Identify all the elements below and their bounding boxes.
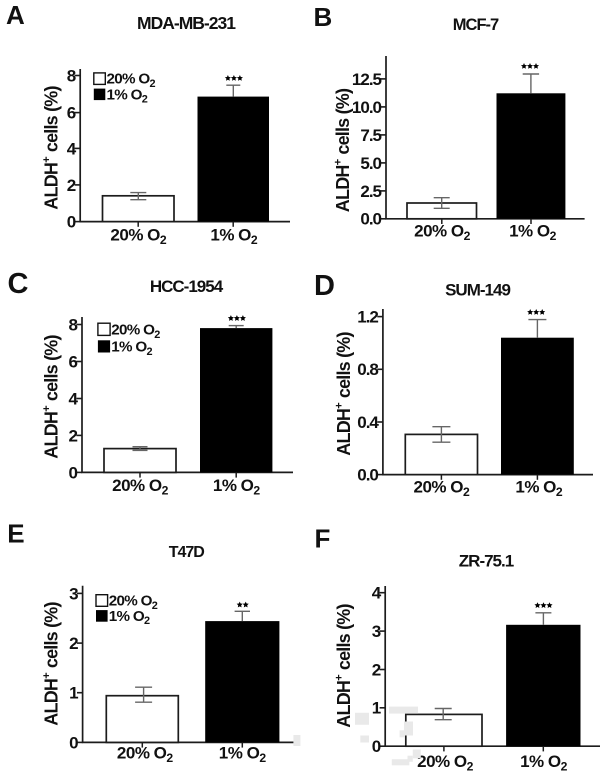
svg-text:C: C: [8, 268, 29, 300]
svg-text:8: 8: [69, 315, 78, 334]
svg-text:2: 2: [69, 426, 78, 445]
svg-text:2: 2: [67, 176, 76, 195]
svg-text:3: 3: [69, 584, 78, 603]
svg-text:F: F: [315, 524, 331, 554]
svg-text:20% O2: 20% O2: [414, 478, 470, 500]
svg-text:0: 0: [372, 737, 381, 756]
svg-text:ALDH+ cells (%): ALDH+ cells (%): [333, 604, 354, 728]
svg-text:20% O2: 20% O2: [110, 225, 166, 247]
svg-text:0.4: 0.4: [357, 413, 379, 432]
svg-text:20% O2: 20% O2: [117, 744, 173, 766]
svg-text:ALDH+ cells (%): ALDH+ cells (%): [332, 88, 353, 212]
svg-text:1% O2: 1% O2: [520, 752, 568, 774]
svg-text:6: 6: [67, 104, 76, 123]
svg-text:ALDH+ cells (%): ALDH+ cells (%): [41, 335, 62, 459]
svg-text:2: 2: [69, 634, 78, 653]
svg-text:5.0: 5.0: [360, 154, 381, 173]
svg-text:1% O2: 1% O2: [509, 222, 557, 244]
svg-text:20% O2: 20% O2: [112, 476, 168, 498]
svg-text:1% O2: 1% O2: [111, 339, 152, 358]
svg-text:MDA-MB-231: MDA-MB-231: [137, 13, 236, 33]
svg-text:0.8: 0.8: [357, 360, 378, 379]
svg-text:1% O2: 1% O2: [515, 478, 563, 500]
svg-text:MCF-7: MCF-7: [453, 16, 499, 34]
svg-text:1% O2: 1% O2: [213, 476, 261, 498]
svg-text:4: 4: [69, 389, 79, 408]
svg-text:20% O2: 20% O2: [111, 322, 160, 341]
svg-text:20% O2: 20% O2: [109, 593, 158, 612]
svg-text:6: 6: [69, 352, 78, 371]
svg-text:E: E: [7, 519, 24, 549]
svg-text:SUM-149: SUM-149: [445, 281, 510, 300]
svg-text:4: 4: [67, 139, 77, 158]
svg-text:20% O2: 20% O2: [414, 222, 470, 244]
svg-text:8: 8: [67, 66, 76, 85]
svg-text:1% O2: 1% O2: [219, 744, 267, 766]
svg-text:0.0: 0.0: [360, 210, 381, 229]
svg-text:1: 1: [372, 699, 381, 718]
svg-text:10.0: 10.0: [352, 98, 382, 117]
svg-text:7.5: 7.5: [360, 126, 381, 145]
svg-text:0: 0: [67, 213, 76, 232]
svg-text:4: 4: [372, 584, 382, 603]
svg-text:A: A: [6, 0, 25, 30]
svg-text:2: 2: [372, 660, 381, 679]
svg-text:20% O2: 20% O2: [107, 71, 156, 90]
svg-text:HCC-1954: HCC-1954: [150, 277, 224, 296]
svg-text:ALDH+ cells (%): ALDH+ cells (%): [333, 332, 354, 456]
svg-text:D: D: [314, 270, 335, 302]
svg-text:ALDH+ cells (%): ALDH+ cells (%): [41, 602, 62, 726]
svg-text:2.5: 2.5: [360, 182, 381, 201]
svg-text:ALDH+ cells (%): ALDH+ cells (%): [41, 86, 62, 210]
svg-text:1% O2: 1% O2: [210, 225, 258, 247]
svg-text:20% O2: 20% O2: [417, 752, 473, 774]
svg-text:1% O2: 1% O2: [109, 608, 150, 627]
svg-text:1% O2: 1% O2: [107, 86, 148, 105]
svg-text:1: 1: [69, 684, 78, 703]
svg-text:1.2: 1.2: [357, 308, 378, 327]
svg-text:T47D: T47D: [169, 544, 205, 561]
svg-text:3: 3: [372, 622, 381, 641]
svg-text:0: 0: [69, 733, 78, 752]
svg-text:ZR-75.1: ZR-75.1: [459, 552, 514, 571]
svg-text:0: 0: [69, 463, 78, 482]
svg-text:B: B: [314, 2, 333, 32]
svg-text:12.5: 12.5: [352, 70, 382, 89]
svg-text:0.0: 0.0: [357, 466, 378, 485]
